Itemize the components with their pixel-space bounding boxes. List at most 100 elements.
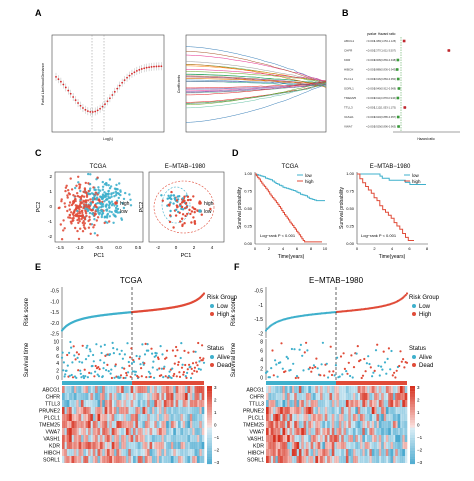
color-scale-label: −2 <box>214 448 220 453</box>
pca-point <box>77 175 80 178</box>
heatmap-cell <box>189 449 193 456</box>
heatmap-cell <box>348 407 351 414</box>
heatmap-cell <box>355 400 358 407</box>
survival-point <box>113 376 116 379</box>
heatmap-cell <box>85 407 89 414</box>
heatmap-cell <box>301 407 304 414</box>
heatmap-cell <box>196 449 200 456</box>
heatmap-cell <box>362 456 365 463</box>
heatmap-cell <box>173 407 176 414</box>
heatmap-cell <box>385 414 389 421</box>
panel-e-title: TCGA <box>120 276 143 285</box>
heatmap-cell <box>324 421 328 428</box>
pca-point <box>169 214 172 217</box>
heatmap-cell <box>294 393 297 400</box>
heatmap-gene-label: HIBCH <box>248 451 264 457</box>
heatmap-cell <box>95 456 98 463</box>
heatmap-cell <box>383 421 387 428</box>
heatmap-cell <box>338 435 342 442</box>
pca-point <box>87 192 90 195</box>
heatmap-cell <box>180 400 183 407</box>
heatmap-cell <box>362 421 365 428</box>
heatmap-cell <box>173 456 176 463</box>
heatmap-cell <box>99 428 103 435</box>
heatmap-cell <box>336 449 340 456</box>
deviance-point <box>148 66 151 69</box>
heatmap-cell <box>402 428 405 435</box>
pca-point <box>180 207 183 211</box>
heatmap-cell <box>402 400 405 407</box>
pca-point <box>100 205 104 208</box>
pca-point <box>80 217 83 221</box>
heatmap-cell <box>301 414 304 421</box>
color-scale-cell <box>207 396 212 400</box>
pca-point <box>103 191 106 194</box>
survival-point <box>182 373 185 376</box>
survival-point <box>149 375 152 378</box>
heatmap-cell <box>320 442 323 449</box>
heatmap-gene-label: CHFR <box>46 395 61 401</box>
heatmap-cell <box>355 456 358 463</box>
survival-point <box>292 362 295 365</box>
heatmap-cell <box>402 421 405 428</box>
survival-point <box>88 348 91 351</box>
heatmap-cell <box>331 407 335 414</box>
heatmap-cell <box>192 428 195 435</box>
pca-point <box>82 195 86 198</box>
pca-point <box>113 214 116 218</box>
heatmap-cell <box>355 442 358 449</box>
heatmap-cell <box>313 414 316 421</box>
pca-point <box>83 222 87 225</box>
heatmap-cell <box>341 400 344 407</box>
heatmap-cell <box>83 386 86 393</box>
heatmap-cell <box>336 442 340 449</box>
heatmap-cell <box>196 421 200 428</box>
heatmap-cell <box>90 400 94 407</box>
heatmap-cell <box>76 456 79 463</box>
survival-point <box>126 342 129 345</box>
heatmap-cell <box>177 456 181 463</box>
heatmap-cell <box>331 393 335 400</box>
survival-point <box>130 362 134 365</box>
heatmap-cell <box>76 400 79 407</box>
panel-c-right-ylabel: PC2 <box>139 202 145 213</box>
heatmap-cell <box>147 442 150 449</box>
pca-point <box>101 211 105 215</box>
heatmap-cell <box>97 400 101 407</box>
heatmap-cell <box>180 456 183 463</box>
heatmap-cell <box>327 428 330 435</box>
heatmap-cell <box>123 407 127 414</box>
survival-point <box>103 343 106 346</box>
pca-point <box>181 197 184 200</box>
heatmap-cell <box>324 414 328 421</box>
heatmap-cell <box>106 393 110 400</box>
survival-point <box>202 357 205 360</box>
heatmap-cell <box>381 400 384 407</box>
heatmap-cell <box>334 428 337 435</box>
heatmap-cell <box>102 386 105 393</box>
heatmap-cell <box>397 442 401 449</box>
heatmap-cell <box>71 414 75 421</box>
heatmap-cell <box>97 393 101 400</box>
panel-f-alive-dot <box>412 355 416 359</box>
forest-hr-text: 1.112(1.053-1.175) <box>374 106 396 110</box>
pca-point <box>68 216 72 219</box>
heatmap-cell <box>182 407 186 414</box>
pca-point <box>88 204 91 208</box>
heatmap-cell <box>305 407 309 414</box>
heatmap-cell <box>383 428 387 435</box>
heatmap-cell <box>166 456 169 463</box>
survival-point <box>400 360 403 363</box>
color-scale-cell <box>410 425 415 428</box>
heatmap-cell <box>66 442 70 449</box>
heatmap-cell <box>404 442 408 449</box>
heatmap-cell <box>324 407 328 414</box>
heatmap-cell <box>341 456 344 463</box>
heatmap-cell <box>308 407 311 414</box>
heatmap-cell <box>397 421 401 428</box>
heatmap-cell <box>106 421 110 428</box>
heatmap-cell <box>166 386 169 393</box>
panel-d-left-ylabel: Survival probability <box>237 187 243 229</box>
heatmap-cell <box>137 393 141 400</box>
forest-marker <box>396 115 400 119</box>
